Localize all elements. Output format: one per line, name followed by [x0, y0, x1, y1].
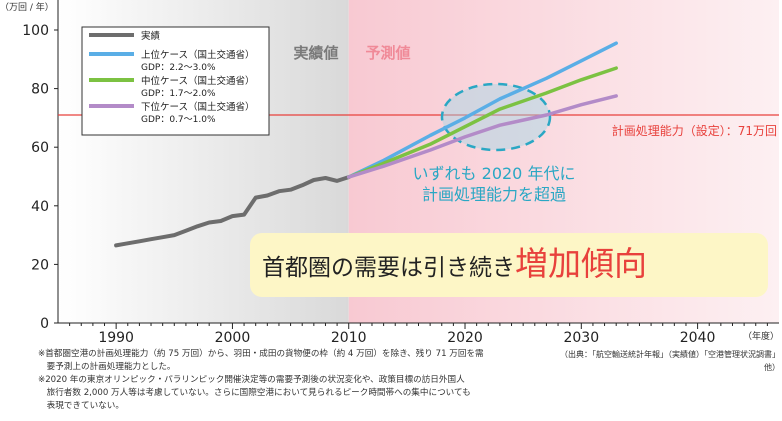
y-tick-label: 80 — [31, 82, 49, 98]
x-tick-label: 2030 — [563, 330, 599, 346]
y-tick-label: 0 — [40, 316, 49, 332]
y-axis-unit-label: （万回 / 年） — [0, 1, 54, 13]
legend-label-low: 下位ケース（国土交通省） — [141, 101, 255, 113]
y-tick-label: 100 — [22, 23, 49, 39]
callout-line-1: いずれも 2020 年代に — [413, 164, 576, 183]
y-tick-label: 40 — [31, 199, 49, 215]
series-line-mid — [346, 66, 618, 179]
x-tick-label: 2040 — [680, 330, 716, 346]
x-axis-unit-label: （年度） — [743, 330, 779, 342]
x-axis: 1990 2000 2010 2020 2030 2040 — [58, 322, 779, 346]
x-tick-label: 2020 — [447, 330, 483, 346]
actual-region-label: 実績値 — [293, 44, 338, 62]
banner-highlight: 増加傾向 — [515, 244, 647, 283]
series-line-low — [346, 94, 618, 179]
svg-text:首都圏の需要は引き続き増加傾向: 首都圏の需要は引き続き増加傾向 — [262, 244, 647, 283]
legend-label-mid: 中位ケース（国土交通省） — [141, 75, 255, 87]
x-tick-label: 2000 — [215, 330, 251, 346]
x-tick-label: 2010 — [331, 330, 367, 346]
banner-text: 首都圏の需要は引き続き — [262, 255, 515, 281]
capacity-label: 計画処理能力（設定）：71万回 — [612, 123, 777, 138]
footnote-line: ※2020 年の東京オリンピック・パラリンピック開催決定等の需要予測後の状況変化… — [38, 375, 465, 385]
y-tick-label: 60 — [31, 140, 49, 156]
legend-sub-high: GDP：2.2～3.0% — [141, 63, 216, 73]
x-tick-label: 1990 — [98, 330, 134, 346]
source-note: （出典：「航空輸送統計年報」（実績値）「空港管理状況調書」他） — [560, 350, 780, 372]
banner-box — [250, 233, 768, 297]
footnote-line: 要予測上の計画処理能力とした。 — [38, 362, 176, 372]
y-tick-label: 20 — [31, 257, 49, 273]
y-axis: 0 20 40 60 80 100 — [22, 0, 59, 332]
series-line-actual — [114, 175, 351, 248]
callout-line-2: 計画処理能力を超過 — [422, 185, 566, 204]
footnote-line: 旅行者数 2,000 万人等は考慮していない。さらに国際空港において見られるピー… — [38, 388, 471, 398]
banner: 首都圏の需要は引き続き増加傾向 — [250, 233, 768, 297]
series-line-high — [346, 41, 618, 179]
footnote-line: 表現できていない。 — [38, 401, 124, 411]
legend-sub-mid: GDP：1.7～2.0% — [141, 89, 216, 99]
projection-region-label: 予測値 — [365, 44, 410, 62]
legend-label-actual: 実績 — [141, 30, 161, 42]
callout: いずれも 2020 年代に 計画処理能力を超過 — [413, 164, 576, 204]
series-layer — [114, 41, 618, 248]
legend-sub-low: GDP：0.7～1.0% — [141, 115, 216, 125]
legend-label-high: 上位ケース（国土交通省） — [141, 49, 255, 61]
footnotes: ※首都圏空港の計画処理能力（約 75 万回）から、羽田・成田の貨物便の枠（約 4… — [38, 348, 548, 413]
footnote-line: ※首都圏空港の計画処理能力（約 75 万回）から、羽田・成田の貨物便の枠（約 4… — [38, 349, 484, 359]
